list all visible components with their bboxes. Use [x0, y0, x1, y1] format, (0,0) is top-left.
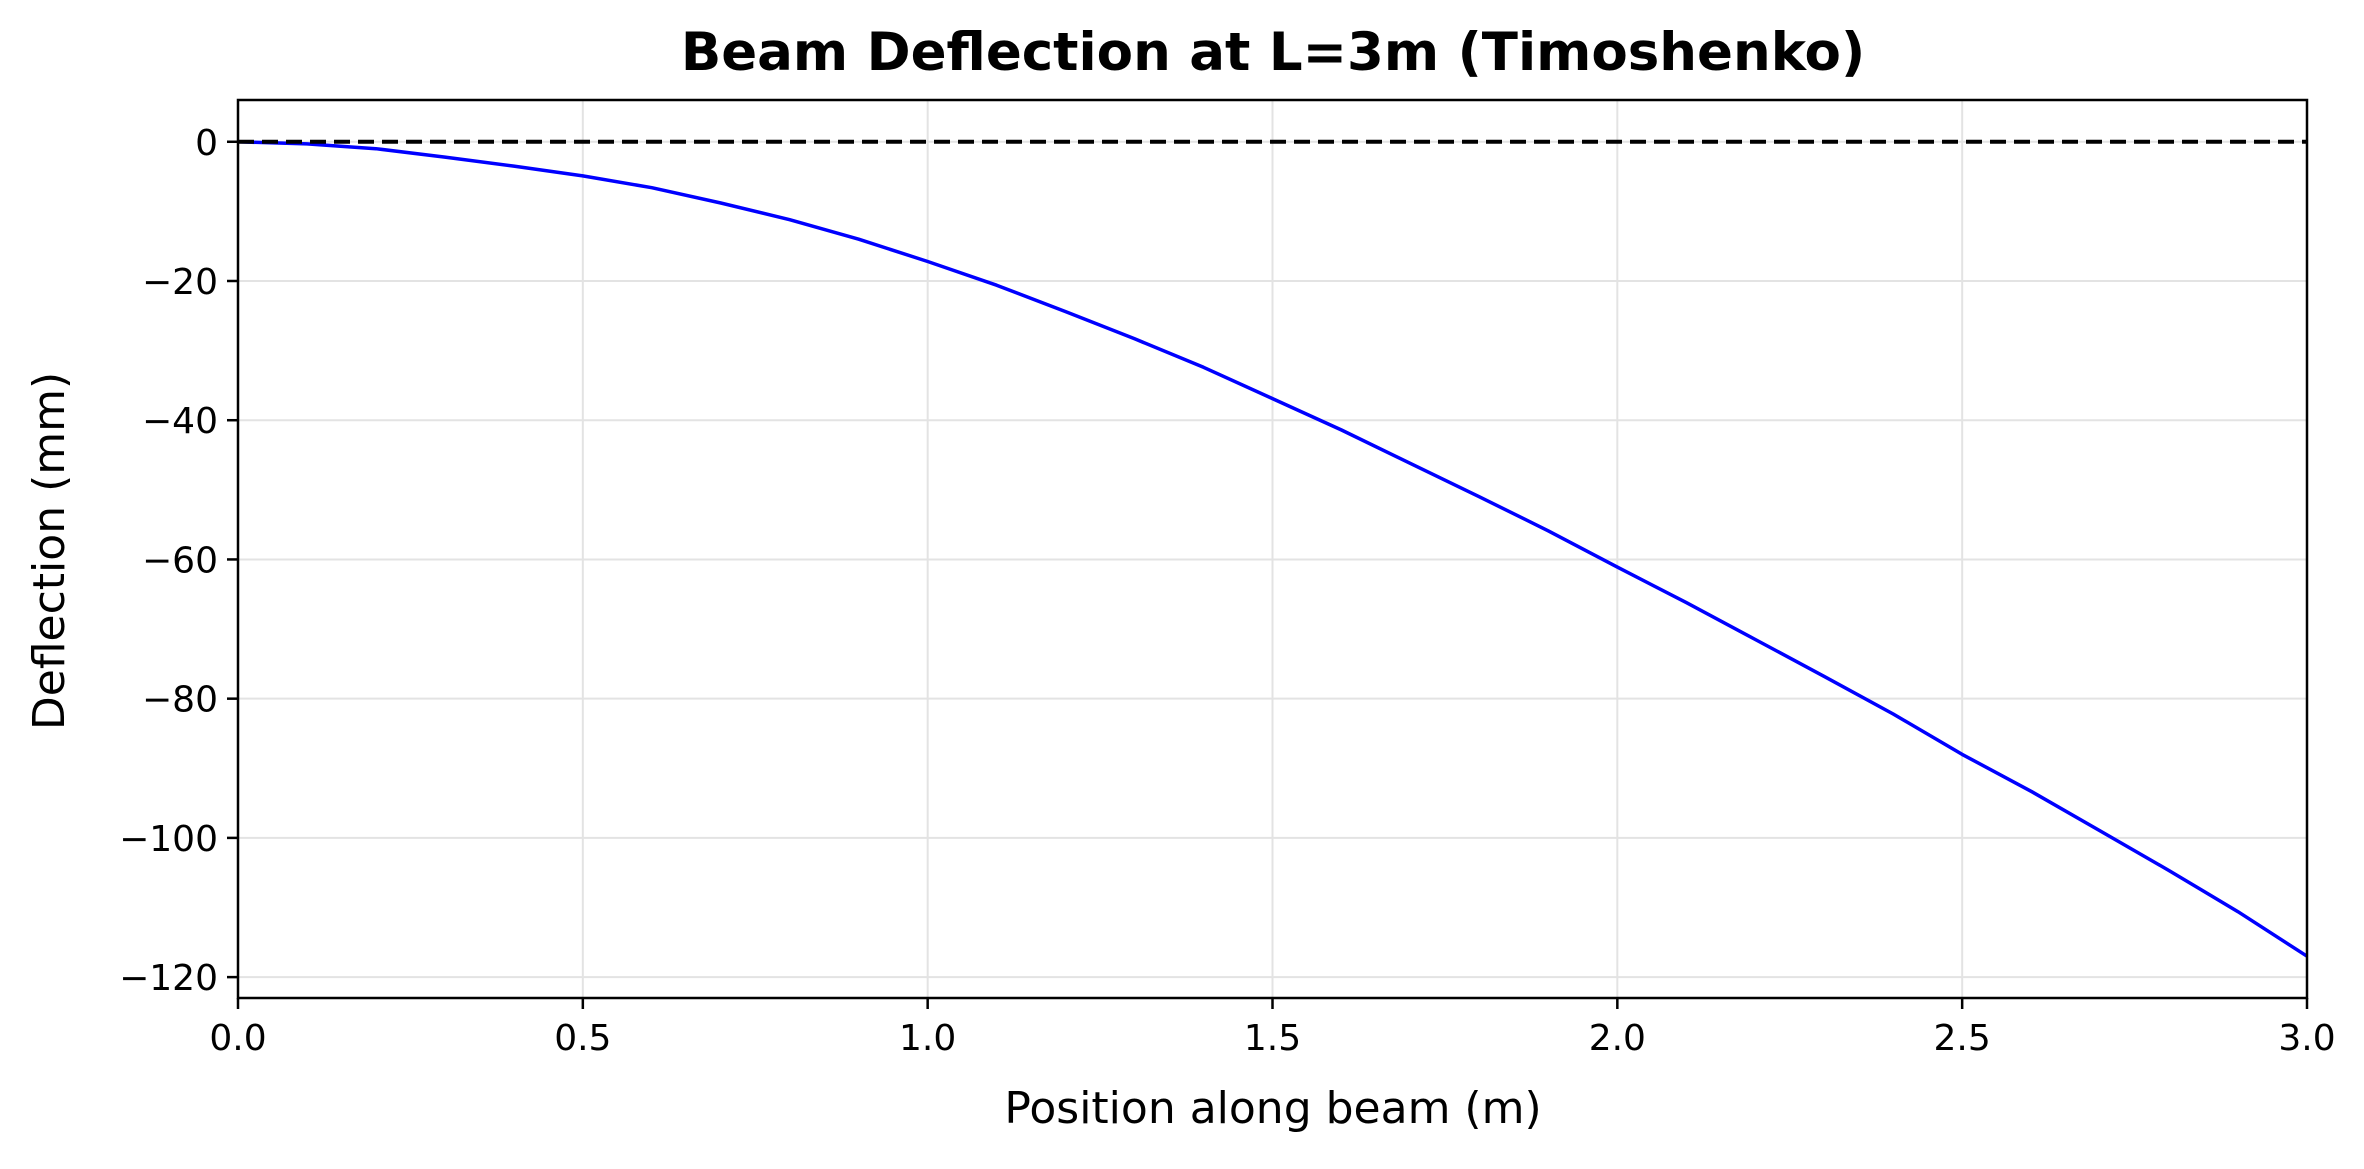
ticks: 0.0 0.5 1.0 1.5 2.0 2.5 3.0 0 −20 −40 −60 −80 −100 −1… [119, 123, 2336, 1059]
series-layer [237, 139, 2308, 958]
x-tick-label: 1.5 [1244, 1018, 1301, 1059]
x-tick-label: 0.5 [554, 1018, 611, 1059]
x-tick-label: 3.0 [2278, 1018, 2335, 1059]
y-tick-label: 0 [195, 123, 218, 164]
x-axis-label: Position along beam (m) [1004, 1083, 1541, 1134]
y-tick-label: −60 [142, 540, 218, 581]
y-tick-label: −100 [119, 819, 218, 860]
x-tick-label: 0.0 [209, 1018, 266, 1059]
y-axis-label: Deflection (mm) [24, 372, 75, 730]
grid [237, 100, 2308, 998]
deflection-line [237, 140, 2308, 958]
x-tick-label: 2.5 [1934, 1018, 1991, 1059]
x-tick-label: 2.0 [1589, 1018, 1646, 1059]
y-tick-label: −40 [142, 401, 218, 442]
chart-title: Beam Deflection at L=3m (Timoshenko) [681, 22, 1865, 83]
y-tick-label: −20 [142, 262, 218, 303]
y-tick-label: −80 [142, 680, 218, 721]
y-tick-label: −120 [119, 958, 218, 999]
x-tick-label: 1.0 [899, 1018, 956, 1059]
